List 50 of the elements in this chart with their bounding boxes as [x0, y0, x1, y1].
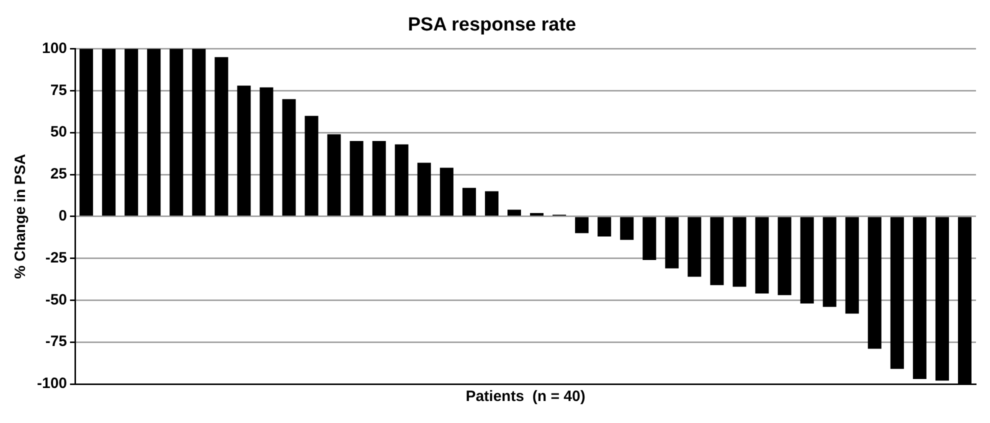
bar [598, 217, 612, 237]
bar [890, 217, 904, 369]
bar [688, 217, 702, 277]
y-tick-label: 25 [50, 166, 68, 183]
bar [260, 87, 274, 216]
bar [710, 217, 724, 286]
bar [350, 140, 364, 216]
bar [935, 217, 949, 381]
y-axis-title: % Change in PSA [12, 154, 30, 279]
bar [642, 217, 656, 260]
y-tick-label: -100 [36, 375, 68, 392]
bar [327, 134, 341, 216]
bar [507, 210, 522, 216]
bar [192, 48, 206, 216]
y-tick-label: 0 [58, 208, 68, 225]
bar [440, 168, 454, 216]
bar [665, 217, 679, 268]
bar [530, 213, 544, 216]
bar [372, 140, 386, 216]
y-tick-label: 50 [50, 124, 68, 141]
bar [845, 217, 859, 314]
y-tick-label: -25 [45, 249, 68, 266]
bar [394, 144, 408, 216]
bar [800, 217, 814, 304]
chart-title: PSA response rate [408, 14, 576, 36]
bar [822, 217, 836, 307]
bar [214, 57, 228, 216]
bar [778, 217, 792, 296]
bar [124, 48, 138, 216]
x-axis-title: Patients (n = 40) [466, 388, 586, 406]
bar [620, 217, 634, 240]
bar [484, 191, 498, 216]
bar [868, 217, 882, 349]
bar [732, 217, 746, 287]
bar [237, 86, 251, 216]
bar [912, 217, 926, 379]
bar [417, 162, 431, 216]
y-tick-label: -75 [45, 333, 68, 350]
bar [282, 99, 296, 216]
bar [147, 48, 161, 216]
y-tick-label: 75 [50, 82, 68, 99]
y-tick-label: 100 [42, 40, 68, 57]
bar [755, 217, 769, 294]
bar [575, 217, 589, 234]
bar [304, 116, 318, 216]
bar [462, 188, 476, 216]
bar [102, 48, 116, 216]
y-tick-label: -50 [45, 291, 68, 308]
bar [170, 48, 184, 216]
bar [80, 48, 94, 216]
